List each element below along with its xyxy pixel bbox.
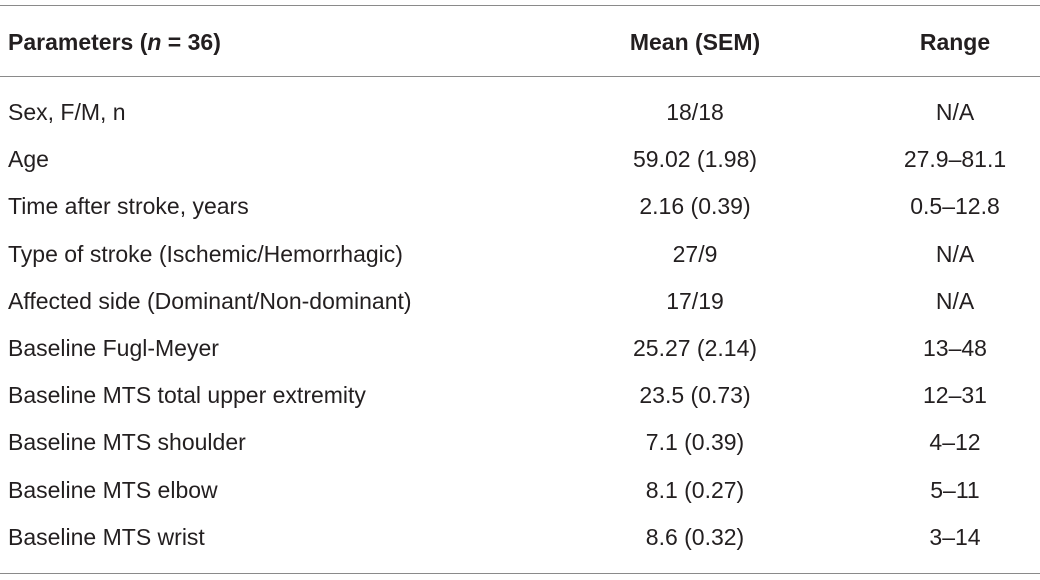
table-cell: N/A <box>935 240 975 267</box>
table-cell: 27/9 <box>672 240 718 267</box>
table-cell: 23.5 (0.73) <box>639 382 751 409</box>
table-cell: Time after stroke, years <box>8 193 249 220</box>
table-cell: 3–14 <box>929 523 981 550</box>
table-cell: 0.5–12.8 <box>910 193 1000 220</box>
table-cell: Baseline MTS shoulder <box>8 429 246 456</box>
header-cell: Parameters (n = 36) <box>8 27 221 57</box>
header-cell: Mean (SEM) <box>629 29 761 55</box>
table-cell: Type of stroke (Ischemic/Hemorrhagic) <box>8 240 403 267</box>
table-cell: Baseline MTS wrist <box>8 523 205 550</box>
header-rule <box>0 76 1040 77</box>
table-cell: 27.9–81.1 <box>903 146 1007 173</box>
table-cell: 2.16 (0.39) <box>639 193 751 220</box>
table-cell: 7.1 (0.39) <box>645 429 745 456</box>
bottom-rule <box>0 573 1040 574</box>
table-cell: Baseline MTS total upper extremity <box>8 382 366 409</box>
header-cell: Range <box>919 29 991 55</box>
table-cell: 25.27 (2.14) <box>632 335 758 361</box>
table-cell: 59.02 (1.98) <box>632 146 758 173</box>
table-cell: Age <box>8 146 49 173</box>
table-cell: 17/19 <box>666 287 724 314</box>
header-text: Parameters ( <box>8 29 148 55</box>
table-cell: Baseline MTS elbow <box>8 476 218 503</box>
table-cell: 18/18 <box>666 99 724 125</box>
table-cell: 5–11 <box>930 476 980 503</box>
header-text: = 36) <box>161 29 221 55</box>
table-cell: 8.6 (0.32) <box>645 523 745 550</box>
header-italic: n <box>147 29 162 55</box>
table-cell: Baseline Fugl-Meyer <box>8 335 219 361</box>
table-cell: 4–12 <box>929 429 981 456</box>
top-rule <box>0 5 1040 6</box>
table-cell: 8.1 (0.27) <box>645 476 745 503</box>
table-cell: Affected side (Dominant/Non-dominant) <box>8 287 412 314</box>
table-cell: Sex, F/M, n <box>8 99 126 125</box>
table-cell: 12–31 <box>923 382 987 409</box>
table-cell: N/A <box>935 99 975 125</box>
table-cell: 13–48 <box>923 335 987 361</box>
table-cell: N/A <box>935 287 975 314</box>
